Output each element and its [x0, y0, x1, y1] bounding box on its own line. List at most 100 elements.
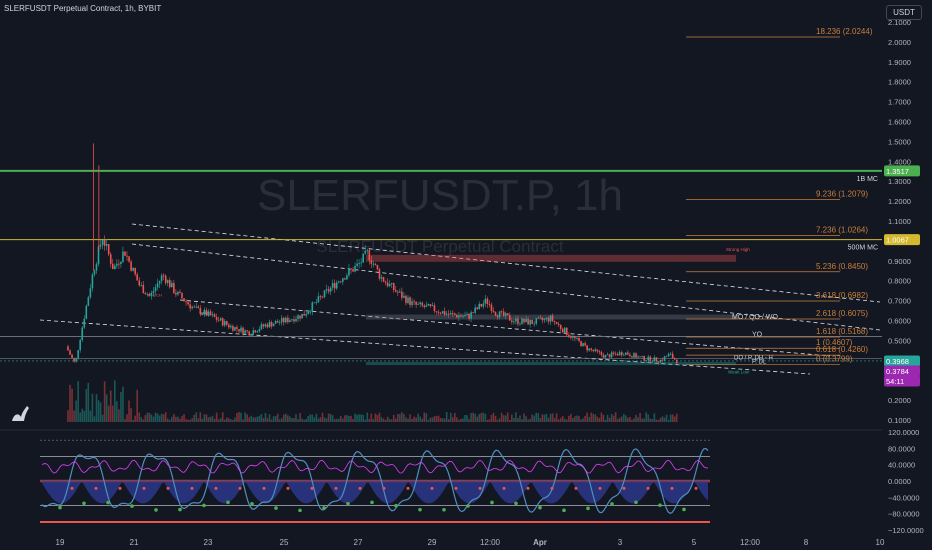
volume-bar — [415, 417, 417, 422]
candle-body — [374, 263, 377, 265]
x-tick-label: 19 — [56, 538, 65, 547]
candle-body — [460, 315, 462, 317]
candle-body — [386, 282, 389, 287]
candle-body — [616, 353, 619, 356]
volume-bar — [458, 419, 460, 422]
candle-body — [67, 346, 69, 351]
price-axis-label: 1.3517 — [886, 167, 909, 176]
candle-body — [73, 357, 75, 362]
candle-body — [594, 349, 597, 352]
volume-bar — [439, 417, 442, 422]
candle-body — [502, 311, 505, 316]
volume-bar — [215, 412, 218, 422]
volume-bar — [362, 414, 364, 422]
volume-bar — [411, 418, 413, 422]
oscillator-wave-line — [41, 447, 709, 514]
x-tick-label: 10 — [876, 538, 885, 547]
candle-body — [197, 306, 200, 309]
candle-body — [352, 269, 354, 272]
candle-body — [335, 282, 338, 289]
volume-bar — [285, 413, 287, 422]
volume-bar — [103, 381, 106, 422]
volume-bar — [586, 412, 588, 422]
candle-body — [362, 253, 364, 263]
volume-bar — [189, 419, 191, 422]
volume-bar — [541, 414, 544, 422]
volume-bar — [653, 413, 656, 422]
candle-body — [610, 352, 613, 358]
volume-bar — [114, 380, 116, 422]
volume-bar — [376, 415, 379, 422]
volume-bar — [665, 414, 668, 422]
volume-bar — [563, 418, 566, 422]
volume-bar — [264, 413, 267, 422]
candle-body — [126, 255, 128, 257]
candle-body — [378, 269, 381, 279]
candle-body — [333, 283, 336, 289]
candle-body — [209, 311, 212, 316]
volume-bar — [291, 418, 293, 422]
volume-bar — [555, 413, 558, 422]
volume-bar — [629, 416, 631, 422]
oscillator-buy-dot — [130, 504, 134, 508]
candle-body — [423, 305, 426, 308]
candle-body — [79, 339, 81, 351]
candle-body — [162, 275, 165, 277]
volume-bar — [449, 412, 452, 422]
annotation-label: Strong High — [726, 247, 750, 252]
candle-body — [244, 330, 246, 334]
candle-body — [166, 280, 169, 284]
oscillator-sell-dot — [430, 486, 434, 490]
volume-bar — [236, 413, 238, 422]
volume-bar — [673, 416, 676, 422]
volume-bar — [519, 415, 521, 422]
y-tick-label: 2.1000 — [888, 18, 911, 27]
candle-body — [403, 295, 405, 298]
volume-bar — [533, 415, 536, 422]
candle-body — [175, 292, 177, 295]
oscillator-sell-dot — [190, 486, 194, 490]
candle-body — [437, 311, 440, 313]
price-axis-label: 0.3784 — [886, 367, 909, 376]
oscillator-sell-dot — [478, 486, 482, 490]
candle-body — [415, 301, 417, 305]
y-tick-label: 2.0000 — [888, 38, 911, 47]
oscillator-buy-dot — [58, 505, 62, 510]
candle-body — [474, 307, 476, 313]
candle-body — [508, 315, 511, 321]
candle-body — [179, 291, 181, 293]
volume-bar — [344, 415, 346, 422]
volume-bar — [456, 417, 458, 422]
oscillator-wave-area — [42, 481, 708, 504]
volume-bar — [179, 418, 181, 422]
candle-body — [576, 337, 578, 339]
volume-bar — [207, 417, 210, 422]
candle-body — [663, 356, 666, 361]
volume-bar — [447, 419, 450, 422]
oscillator-buy-dot — [346, 501, 350, 506]
candle-body — [464, 315, 466, 317]
tradingview-logo-icon[interactable] — [10, 403, 32, 423]
candle-body — [342, 278, 344, 282]
volume-bar — [476, 416, 479, 422]
candle-body — [177, 291, 179, 295]
fib-level-label: 18.236 (2.0244) — [816, 27, 873, 36]
volume-bar — [539, 418, 542, 422]
candle-body — [466, 313, 468, 316]
currency-selector[interactable]: USDT — [886, 5, 922, 20]
oscillator-sell-dot — [646, 486, 650, 490]
volume-bar — [492, 412, 495, 422]
volume-bar — [468, 419, 470, 422]
volume-bar — [346, 415, 348, 422]
candle-body — [574, 336, 576, 339]
price-axis — [882, 0, 932, 550]
volume-bar — [240, 412, 242, 422]
volume-bar — [409, 414, 411, 422]
volume-bar — [397, 413, 399, 422]
volume-bar — [342, 418, 344, 422]
volume-bar — [675, 413, 678, 422]
volume-bar — [454, 413, 456, 422]
volume-bar — [423, 412, 426, 422]
candle-body — [107, 244, 110, 255]
